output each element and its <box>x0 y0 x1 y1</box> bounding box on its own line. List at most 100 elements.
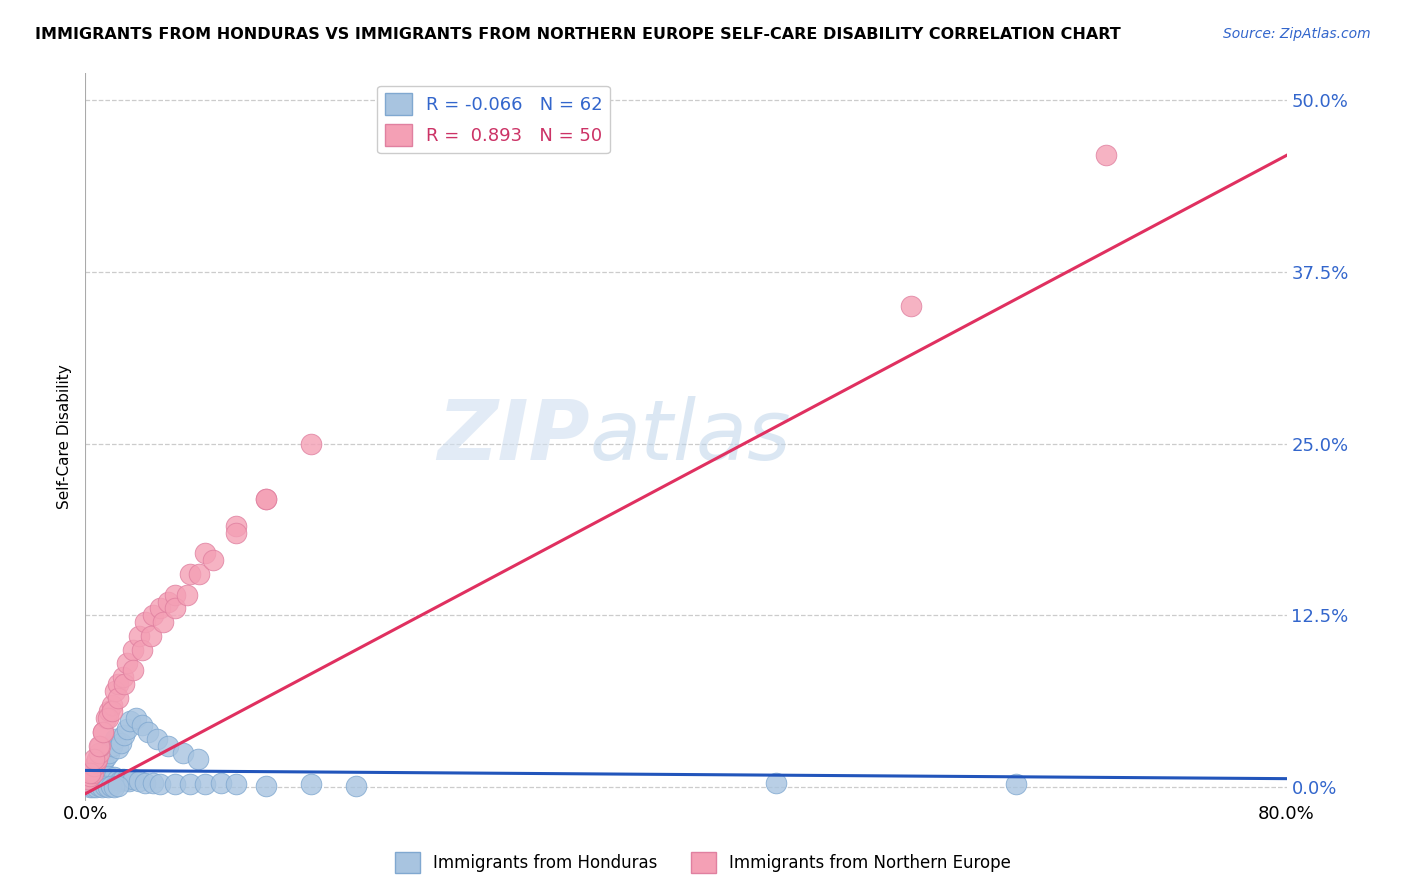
Point <box>111 772 134 786</box>
Point <box>103 770 125 784</box>
Point <box>82 766 104 780</box>
Point <box>128 629 150 643</box>
Point <box>90 780 112 794</box>
Point <box>93 725 115 739</box>
Point <box>142 608 165 623</box>
Point <box>194 547 217 561</box>
Point <box>146 731 169 746</box>
Point <box>84 755 107 769</box>
Point <box>131 642 153 657</box>
Point <box>90 774 112 789</box>
Point <box>120 714 142 728</box>
Point <box>152 615 174 629</box>
Point <box>165 588 187 602</box>
Point <box>179 567 201 582</box>
Point <box>1095 148 1118 162</box>
Point <box>115 772 138 787</box>
Point <box>108 774 131 789</box>
Point <box>149 777 172 791</box>
Point <box>82 772 104 786</box>
Point <box>79 766 101 780</box>
Point <box>125 711 148 725</box>
Point <box>122 772 145 786</box>
Point <box>225 519 247 533</box>
Point <box>254 491 277 506</box>
Point <box>111 670 134 684</box>
Point <box>141 629 163 643</box>
Point <box>79 780 101 794</box>
Text: ZIP: ZIP <box>437 396 591 477</box>
Point <box>76 774 98 789</box>
Point <box>156 739 179 753</box>
Point <box>107 779 129 793</box>
Point <box>87 739 110 753</box>
Point <box>104 683 127 698</box>
Point <box>179 777 201 791</box>
Point <box>101 705 124 719</box>
Point <box>225 525 247 540</box>
Point <box>131 718 153 732</box>
Point <box>89 752 111 766</box>
Point <box>187 752 209 766</box>
Point <box>209 776 232 790</box>
Point <box>201 553 224 567</box>
Legend: R = -0.066   N = 62, R =  0.893   N = 50: R = -0.066 N = 62, R = 0.893 N = 50 <box>377 86 610 153</box>
Point <box>344 779 367 793</box>
Point <box>82 780 104 794</box>
Point <box>76 772 98 787</box>
Point <box>80 764 103 778</box>
Point <box>86 759 108 773</box>
Legend: Immigrants from Honduras, Immigrants from Northern Europe: Immigrants from Honduras, Immigrants fro… <box>388 846 1018 880</box>
Point <box>97 711 120 725</box>
Point <box>101 739 124 753</box>
Point <box>80 766 103 780</box>
Point <box>107 690 129 705</box>
Point <box>84 780 107 794</box>
Point <box>765 776 787 790</box>
Point <box>83 759 105 773</box>
Point <box>299 436 322 450</box>
Point <box>97 769 120 783</box>
Point <box>134 776 156 790</box>
Point <box>156 594 179 608</box>
Point <box>93 725 115 739</box>
Point <box>172 746 194 760</box>
Point <box>77 772 100 786</box>
Point <box>138 725 160 739</box>
Point <box>1005 777 1028 791</box>
Point <box>87 746 110 760</box>
Point <box>112 728 135 742</box>
Point <box>97 780 120 794</box>
Point <box>134 615 156 629</box>
Point <box>83 764 105 778</box>
Point <box>128 774 150 789</box>
Point <box>84 770 107 784</box>
Point <box>149 601 172 615</box>
Point <box>110 736 132 750</box>
Point <box>79 769 101 783</box>
Point <box>86 752 108 766</box>
Point <box>103 780 125 794</box>
Point <box>117 723 139 737</box>
Point <box>188 567 211 582</box>
Point <box>89 739 111 753</box>
Point <box>77 769 100 783</box>
Point <box>94 772 117 787</box>
Point <box>96 749 118 764</box>
Point <box>122 663 145 677</box>
Point <box>100 772 122 786</box>
Text: Source: ZipAtlas.com: Source: ZipAtlas.com <box>1223 27 1371 41</box>
Point <box>87 779 110 793</box>
Point <box>87 767 110 781</box>
Point <box>107 677 129 691</box>
Point <box>176 588 198 602</box>
Point <box>122 642 145 657</box>
Point <box>107 741 129 756</box>
Point <box>299 777 322 791</box>
Point <box>83 752 105 766</box>
Point <box>104 731 127 746</box>
Point <box>225 777 247 791</box>
Point <box>98 746 121 760</box>
Point <box>96 711 118 725</box>
Point <box>194 777 217 791</box>
